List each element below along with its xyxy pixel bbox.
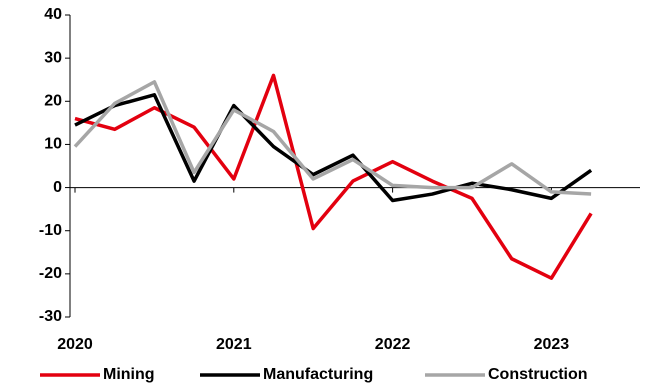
y-tick-label: -30	[39, 308, 62, 325]
x-tick-label: 2022	[375, 336, 411, 353]
series-line	[74, 73, 593, 280]
y-tick-label: 30	[44, 49, 62, 66]
legend-label: Mining	[103, 366, 155, 383]
x-tick-label: 2023	[534, 336, 570, 353]
y-tick-label: -20	[39, 265, 62, 282]
x-tick-label: 2021	[216, 336, 252, 353]
series-line	[74, 93, 593, 203]
y-tick-label: -10	[39, 222, 62, 239]
y-tick-label: 0	[53, 179, 62, 196]
y-tick-label: 20	[44, 93, 62, 110]
legend-label: Manufacturing	[263, 366, 373, 383]
y-tick-label: 40	[44, 6, 62, 23]
y-tick-label: 10	[44, 136, 62, 153]
legend-label: Construction	[488, 366, 588, 383]
series-line	[73, 80, 592, 196]
x-tick-label: 2020	[57, 336, 93, 353]
